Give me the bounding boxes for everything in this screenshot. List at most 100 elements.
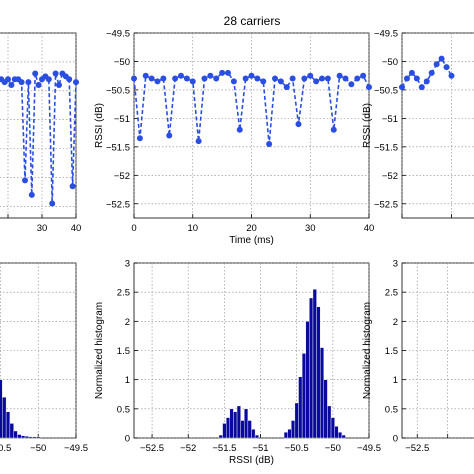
panel-center-rssi: 0 10 20 30 40 −49.5 −50 −50.5 −51 −51.5 −52 −52.5 Ti… — [94, 29, 374, 247]
data-point — [443, 64, 450, 71]
y-tick-label: −49.5 — [374, 29, 398, 40]
histogram-bar — [21, 435, 26, 439]
y-tick-label: 0 — [125, 434, 130, 445]
data-point — [266, 141, 273, 147]
data-point — [28, 191, 35, 198]
data-point — [277, 78, 284, 85]
histogram-bar — [229, 408, 234, 439]
plot-area — [0, 32, 77, 219]
x-tick-label: -50.5 — [0, 443, 11, 454]
data-point — [236, 126, 243, 133]
y-tick-label: 3 — [393, 259, 398, 270]
histogram-bar — [330, 417, 335, 439]
panel-center-hist: −52.5 −52 −51.5 −51 −50.5 −50 −49.5 0 0.5 1 1.5 2 2.… — [94, 259, 381, 467]
histogram-bar — [319, 347, 325, 439]
histogram-bar — [338, 431, 343, 439]
histogram-bar — [225, 417, 231, 439]
data-point — [295, 121, 302, 128]
data-point — [195, 138, 202, 145]
histogram-bar — [244, 408, 249, 439]
x-tick-label: 10 — [187, 223, 198, 234]
y-tick-label: −52.5 — [374, 199, 398, 210]
data-point — [18, 79, 25, 86]
data-point — [413, 75, 420, 82]
data-point — [289, 75, 296, 82]
histogram-bar — [323, 379, 328, 439]
histogram-bar — [36, 436, 41, 439]
x-tick-label: −51 — [252, 443, 268, 454]
data-point — [283, 84, 290, 91]
panel-left-hist: -50.5 −50 −49.5 — [0, 262, 88, 454]
y-tick-label: −51 — [382, 114, 398, 125]
histogram-bar — [2, 396, 7, 439]
y-tick-label: −51.5 — [374, 142, 398, 153]
data-point — [166, 132, 173, 139]
histogram-bar — [251, 429, 256, 439]
histogram-bar — [32, 436, 37, 439]
data-point — [32, 70, 39, 77]
y-axis-label: Normalized histogram — [94, 302, 105, 399]
data-point — [160, 75, 167, 82]
data-point — [433, 61, 440, 68]
data-point — [403, 75, 410, 82]
y-tick-label: −52.5 — [106, 199, 130, 210]
y-tick-label: 2 — [393, 317, 398, 328]
y-tick-label: 2 — [125, 317, 130, 328]
histogram-bar — [316, 306, 321, 439]
histogram-bar — [254, 434, 259, 439]
x-tick-label: −51.5 — [212, 443, 236, 454]
series-line — [133, 72, 370, 145]
x-axis-label: Time (ms) — [229, 235, 274, 246]
data-point — [342, 75, 349, 82]
y-tick-label: −50.5 — [106, 85, 130, 96]
data-point — [438, 55, 445, 62]
y-tick-label: 3 — [125, 259, 130, 270]
x-tick-label: −52 — [180, 443, 196, 454]
data-point — [52, 70, 59, 77]
data-point — [324, 75, 331, 82]
data-point — [22, 177, 28, 184]
data-point — [248, 72, 255, 79]
data-point — [301, 75, 308, 82]
data-point — [313, 78, 320, 85]
data-point — [189, 78, 196, 85]
histogram-bar — [218, 434, 223, 439]
histogram-bar — [13, 430, 18, 439]
data-point — [56, 82, 62, 89]
y-axis-label: Normalized histogram — [362, 302, 373, 399]
histogram-bar — [294, 402, 299, 439]
y-tick-label: −49.5 — [106, 29, 130, 40]
histogram-bar — [283, 431, 288, 439]
data-point — [142, 72, 149, 79]
data-point — [213, 75, 220, 82]
x-tick-label: 30 — [305, 223, 316, 234]
x-tick-label: 20 — [246, 223, 257, 234]
y-tick-label: −50 — [114, 57, 130, 68]
data-point — [336, 72, 343, 79]
data-point — [69, 183, 76, 190]
x-tick-label: 0 — [131, 223, 136, 234]
histogram-bar — [334, 426, 339, 439]
x-tick-label: −50 — [325, 443, 341, 454]
x-axis-label: RSSI (dB) — [229, 455, 274, 466]
histogram-bar — [287, 429, 292, 439]
data-point — [154, 78, 161, 85]
x-tick-label: 40 — [71, 223, 82, 234]
data-point — [5, 76, 11, 83]
y-tick-label: 2.5 — [117, 288, 130, 299]
panel-right-rssi: −49.5 −50 −50.5 −51 −51.5 −52 −52.5 RSSI (dB) — [362, 29, 474, 219]
histogram-bar — [17, 434, 22, 439]
histogram-bar — [247, 420, 252, 439]
data-point — [366, 84, 372, 91]
x-tick-label: −50.5 — [285, 443, 309, 454]
histogram-bar — [309, 297, 314, 439]
histogram-bar — [28, 436, 33, 439]
data-point — [360, 72, 367, 79]
histogram-bar — [24, 436, 29, 439]
x-tick-label: −49.5 — [64, 443, 88, 454]
histogram-bar — [222, 423, 227, 439]
data-point — [201, 75, 208, 82]
y-tick-label: 1 — [393, 375, 398, 386]
data-point — [399, 84, 405, 91]
data-point — [66, 76, 73, 83]
